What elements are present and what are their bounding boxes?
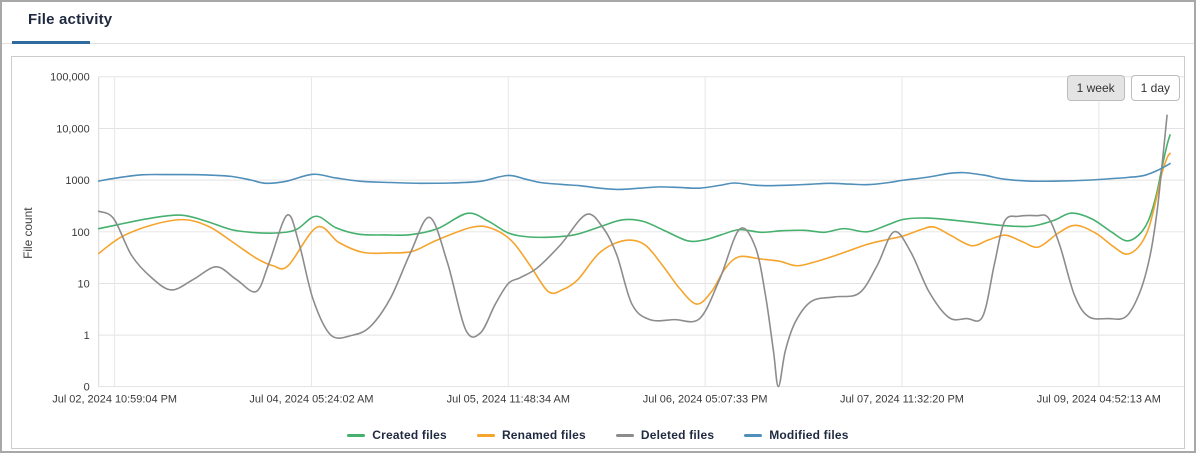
legend: Created files Renamed files Deleted files M… [12,428,1184,442]
legend-item-renamed-files[interactable]: Renamed files [476,428,586,442]
x-tick-label: Jul 05, 2024 11:48:34 AM [447,393,570,405]
legend-label: Modified files [769,428,849,442]
y-tick-label: 10 [78,278,90,290]
y-tick-label: 100,000 [50,72,90,84]
x-tick-label: Jul 02, 2024 10:59:04 PM [52,393,177,405]
range-button-1-week[interactable]: 1 week [1066,75,1125,101]
range-selector: 1 week 1 day [1066,75,1180,101]
legend-swatch [744,433,763,437]
legend-swatch [615,433,634,437]
range-button-1-day[interactable]: 1 day [1130,75,1180,101]
chart-card: 100,000 10,000 1000 100 10 1 0 Jul 02, 2024 10:… [11,56,1185,449]
y-tick-label: 0 [84,382,90,394]
header: File activity [2,2,1194,44]
x-tick-label: Jul 06, 2024 05:07:33 PM [643,393,768,405]
y-tick-label: 100 [71,227,89,239]
legend-item-created-files[interactable]: Created files [347,428,447,442]
legend-item-deleted-files[interactable]: Deleted files [615,428,715,442]
y-tick-label: 10,000 [56,123,89,135]
x-tick-label: Jul 07, 2024 11:32:20 PM [840,393,964,405]
legend-swatch [347,433,366,437]
series-line-modified-files [97,162,1171,191]
x-tick-label: Jul 04, 2024 05:24:02 AM [249,393,373,405]
x-tick-label: Jul 09, 2024 04:52:13 AM [1037,393,1161,405]
active-tab-underline [12,41,90,44]
tab-file-activity[interactable]: File activity [28,11,113,28]
legend-label: Deleted files [640,428,715,442]
legend-item-modified-files[interactable]: Modified files [744,428,848,442]
y-tick-label: 1000 [65,175,89,187]
series-line-deleted-files [97,114,1168,388]
legend-label: Created files [372,428,447,442]
y-axis-title: File count [21,207,35,259]
legend-label: Renamed files [501,428,586,442]
y-tick-label: 1 [84,330,90,342]
series-line-created-files [97,134,1171,243]
series-line-renamed-files [97,152,1171,305]
legend-swatch [476,433,495,437]
